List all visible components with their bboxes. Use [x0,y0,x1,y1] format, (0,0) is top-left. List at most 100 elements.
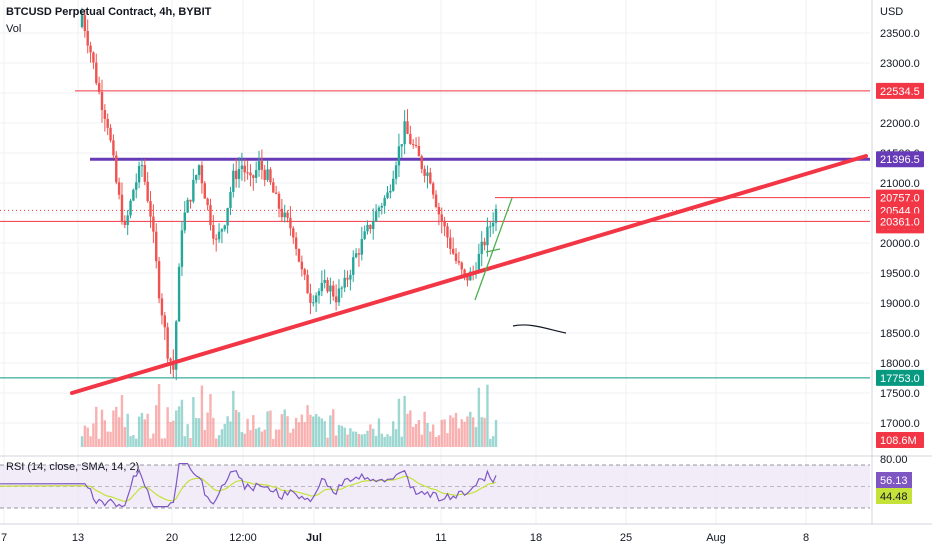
volume-bar [112,410,115,447]
candle-body [314,295,318,303]
candle-body [97,83,101,93]
candle-body [386,192,389,198]
candle-body [491,222,495,227]
volume-bar [417,420,421,447]
candle-body [369,224,372,229]
candle-body [229,191,232,209]
price-label-text-volume-value: 108.6M [880,435,917,447]
volume-bar [252,415,255,447]
candle-body [340,287,344,289]
volume-bar [397,398,401,447]
candle-body [289,217,292,229]
volume-bar [440,419,443,447]
candle-body [212,225,215,239]
volume-bar [423,411,426,447]
volume-bar [237,412,241,447]
hand-drawn-mark [512,324,567,334]
volume-bar [480,417,483,447]
candle-body [420,156,423,169]
candle-body [155,231,158,262]
volume-bar [443,419,446,447]
volume-bar [163,438,166,447]
candle-body [480,241,483,254]
volume-bar [192,397,195,447]
candle-body [283,212,286,218]
volume-bar [374,435,378,447]
y-tick-label: 18000.0 [880,358,920,370]
candle-body [206,198,209,206]
volume-bar [223,423,226,447]
candle-body [80,15,84,27]
candle-body [146,181,149,202]
volume-bar [314,413,318,447]
candle-body [437,207,441,215]
candle-body [309,293,312,303]
rsi-axis-label: 80.00 [880,454,908,466]
volume-bar [92,423,95,447]
volume-bar [491,436,495,447]
volume-bar [155,405,158,447]
candle-body [460,262,463,270]
candle-body [166,327,169,359]
volume-bar [272,438,275,447]
price-label-level-17753 [876,369,924,386]
candle-body [197,165,201,176]
candle-body [172,360,175,370]
price-label-text-level-17753: 17753.0 [880,373,920,385]
candle-body [200,165,204,184]
candle-body [286,212,289,218]
candle-body [234,170,238,179]
volume-bar [180,399,184,447]
candle-body [112,140,115,156]
candle-body [272,182,275,193]
volume-bar [214,438,218,447]
price-label-level-21396 [876,151,924,168]
volume-bar [249,430,252,447]
candle-body [414,144,418,146]
candle-body [192,179,195,202]
candle-body [132,189,135,201]
green-channel-line-2 [485,248,501,253]
volume-bar [263,429,266,447]
volume-bar [400,436,403,447]
candle-body [135,182,138,190]
volume-bar [454,412,458,447]
volume-bar [183,436,186,447]
volume-bar [352,431,355,447]
volume-bar [232,390,235,447]
volume-bar [414,423,418,447]
candle-body [440,214,443,222]
candle-body [243,165,246,173]
candle-body [354,253,358,258]
candle-body [203,183,206,199]
candle-body [366,224,369,232]
candle-body [466,274,469,281]
candle-body [137,165,141,183]
rsi-label: RSI (14, close, SMA, 14, 2) [6,461,140,473]
volume-bar [431,424,435,447]
volume-bar [377,418,381,447]
candle-body [257,161,261,171]
candle-body [237,169,241,179]
ascending-trendline [70,154,868,395]
volume-bar [329,415,332,447]
candle-body [260,161,264,170]
volume-bar [80,436,84,447]
y-tick-label: 23500.0 [880,28,920,40]
candle-body [126,215,129,226]
price-label-text-level-21396: 21396.5 [880,154,920,166]
x-tick-label: 13 [72,532,84,544]
x-tick-label: 8 [803,532,809,544]
volume-bar [320,418,324,447]
x-tick-label: 25 [620,532,632,544]
volume-label: Vol [6,23,22,35]
volume-bar [372,428,375,447]
volume-bar [195,417,198,447]
volume-bar [100,409,104,447]
volume-bar [157,384,161,447]
volume-bar [294,417,298,447]
candle-body [323,280,326,283]
y-tick-label: 18500.0 [880,328,920,340]
